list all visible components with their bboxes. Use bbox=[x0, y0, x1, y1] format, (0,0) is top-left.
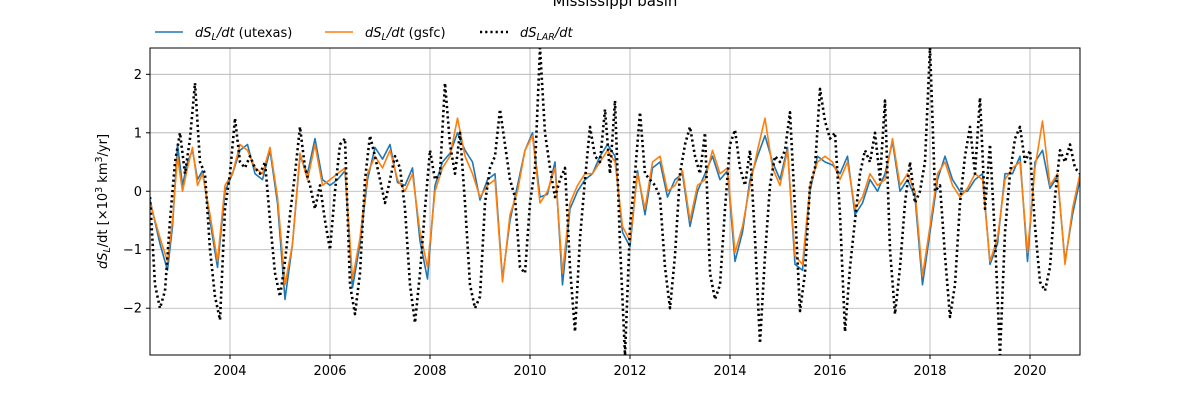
x-tick-label: 2010 bbox=[513, 364, 546, 379]
x-axis: 2004 2006 2008 2010 2012 2014 2016 2018 2020 bbox=[213, 355, 1047, 379]
y-axis-label: dSL/dt [×103 km3/yr] bbox=[94, 134, 113, 269]
chart-title: Mississippi basin bbox=[553, 0, 678, 10]
x-tick-label: 2016 bbox=[813, 364, 846, 379]
legend-label-lar: dSLAR/dt bbox=[520, 26, 574, 43]
y-axis-label-text: dSL/dt [×103 km3/yr] bbox=[94, 134, 113, 269]
x-tick-label: 2018 bbox=[913, 364, 946, 379]
legend: dSL/dt (utexas) dSL/dt (gsfc) dSLAR/dt bbox=[155, 26, 574, 43]
x-tick-label: 2014 bbox=[713, 364, 746, 379]
y-axis: −2 −1 0 1 2 bbox=[123, 68, 150, 317]
y-tick-label: 0 bbox=[134, 185, 142, 200]
x-tick-label: 2008 bbox=[413, 364, 446, 379]
legend-label-utexas: dSL/dt (utexas) bbox=[195, 26, 292, 43]
y-tick-label: −2 bbox=[123, 302, 142, 317]
y-tick-label: 2 bbox=[134, 68, 142, 83]
y-tick-label: 1 bbox=[134, 126, 142, 141]
y-tick-label: −1 bbox=[123, 243, 142, 258]
plot-series bbox=[150, 48, 1080, 355]
series-line-lar bbox=[150, 48, 1080, 355]
x-tick-label: 2012 bbox=[613, 364, 646, 379]
grid-lines bbox=[150, 48, 1080, 355]
legend-label-gsfc: dSL/dt (gsfc) bbox=[365, 26, 446, 43]
x-tick-label: 2020 bbox=[1013, 364, 1046, 379]
x-tick-label: 2006 bbox=[313, 364, 346, 379]
x-tick-label: 2004 bbox=[213, 364, 246, 379]
plot-frame bbox=[149, 47, 1081, 356]
